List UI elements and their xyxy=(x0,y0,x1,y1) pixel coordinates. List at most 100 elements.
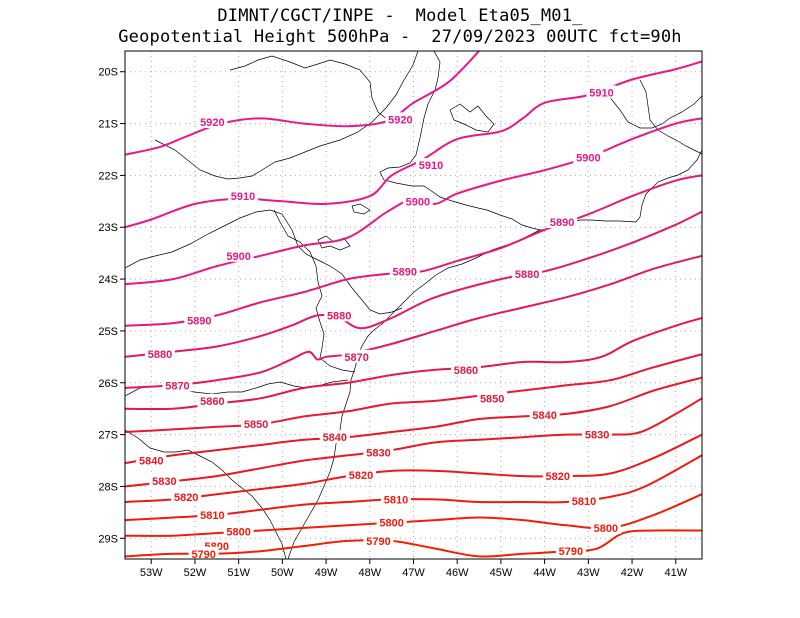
x-tick-label: 53W xyxy=(140,567,163,579)
contour-label-bg xyxy=(590,520,621,534)
x-tick-label: 47W xyxy=(402,567,425,579)
x-tick-label: 43W xyxy=(577,567,600,579)
contour-line-5880 xyxy=(125,210,702,358)
contour-label: 5820 xyxy=(349,470,373,482)
contour-line-5850 xyxy=(125,353,702,433)
reservoir-2 xyxy=(351,203,371,215)
contour-line-5890 xyxy=(125,174,702,327)
contour-label-bg xyxy=(162,378,193,392)
y-tick-label: 21S xyxy=(98,119,118,131)
contour-label-bg xyxy=(188,546,219,560)
contour-label-bg xyxy=(450,362,481,376)
map-title-line-2: Geopotential Height 500hPa - 27/09/2023 … xyxy=(118,27,682,47)
contour-label-bg xyxy=(477,391,508,405)
contour-label-bg xyxy=(241,417,272,431)
contour-label: 5840 xyxy=(139,456,163,468)
contour-label: 5790 xyxy=(191,549,215,561)
coastline-borders xyxy=(125,51,702,559)
contour-label: 5840 xyxy=(323,432,347,444)
contour-label-bg xyxy=(197,115,228,129)
y-tick-label: 20S xyxy=(98,67,118,79)
contour-label: 5920 xyxy=(388,114,412,126)
contour-label-bg xyxy=(547,215,578,229)
contour-label: 5900 xyxy=(226,251,250,263)
state-border-7 xyxy=(601,87,702,129)
contour-label-bg xyxy=(136,453,167,467)
x-tick-label: 42W xyxy=(621,567,644,579)
contour-label-bg xyxy=(149,474,180,488)
contour-label-bg xyxy=(573,150,604,164)
contour-label-bg xyxy=(415,158,446,172)
map-title-line-1: DIMNT/CGCT/INPE - Model Eta05_M01_ xyxy=(217,6,583,26)
y-tick-label: 24S xyxy=(98,274,118,286)
contour-label: 5840 xyxy=(532,410,556,422)
contour-label-bg xyxy=(385,112,416,126)
contour-line-5840 xyxy=(125,376,702,465)
contour-label: 5910 xyxy=(231,191,255,203)
contour-label: 5880 xyxy=(148,349,172,361)
y-tick-label: 26S xyxy=(98,378,118,390)
contour-label: 5810 xyxy=(384,494,408,506)
contour-label-bg xyxy=(171,489,202,503)
contour-label: 5880 xyxy=(327,310,351,322)
contour-label: 5790 xyxy=(366,536,390,548)
contour-label: 5900 xyxy=(576,152,600,164)
contour-label: 5850 xyxy=(480,393,504,405)
x-tick-label: 52W xyxy=(184,567,207,579)
contour-label: 5890 xyxy=(393,266,417,278)
contour-label: 5830 xyxy=(152,476,176,488)
x-tick-label: 51W xyxy=(227,567,250,579)
contour-label: 5910 xyxy=(589,87,613,99)
contour-label-bg xyxy=(223,524,254,538)
contour-label-bg xyxy=(346,468,377,482)
contour-label-bg xyxy=(389,264,420,278)
reservoir xyxy=(449,103,495,133)
contour-label: 5890 xyxy=(550,217,574,229)
contour-label: 5860 xyxy=(454,365,478,377)
x-tick-label: 48W xyxy=(358,567,381,579)
reservoir-3 xyxy=(317,235,351,251)
contour-label: 5920 xyxy=(200,117,224,129)
contour-label-bg xyxy=(197,393,228,407)
contour-label: 5810 xyxy=(572,496,596,508)
contour-label-bg xyxy=(376,515,407,529)
state-border-5 xyxy=(125,379,349,397)
contour-label: 5880 xyxy=(515,269,539,281)
contour-label: 5870 xyxy=(344,352,368,364)
contour-label: 5800 xyxy=(594,523,618,535)
contour-label-bg xyxy=(341,349,372,363)
x-axis: 53W 52W 51W 50W 49W 48W 47W 46W 45W 44W 43W 42W 41W xyxy=(140,559,688,579)
x-tick-label: 50W xyxy=(271,567,294,579)
contour-label-bg xyxy=(568,493,599,507)
contour-label: 5790 xyxy=(559,546,583,558)
contour-label-bg xyxy=(363,445,394,459)
contour-label-bg xyxy=(184,313,215,327)
contour-line-5820 xyxy=(125,433,702,503)
contour-label: 5890 xyxy=(187,316,211,328)
contour-label: 5820 xyxy=(174,492,198,504)
contour-label: 5850 xyxy=(244,419,268,431)
x-tick-label: 49W xyxy=(315,567,338,579)
y-tick-label: 23S xyxy=(98,222,118,234)
contour-label-bg xyxy=(228,189,259,203)
y-tick-label: 29S xyxy=(98,533,118,545)
contour-label-bg xyxy=(529,407,560,421)
contour-label-bg xyxy=(586,85,617,99)
contour-line-5830 xyxy=(125,397,702,488)
x-tick-label: 46W xyxy=(446,567,469,579)
y-tick-label: 22S xyxy=(98,170,118,182)
contour-label: 5820 xyxy=(546,471,570,483)
y-axis: 20S 21S 22S 23S 24S 25S 26S 27S 28S 29S xyxy=(98,67,125,545)
contour-label: 5860 xyxy=(200,396,224,408)
contour-label: 5800 xyxy=(379,518,403,530)
x-tick-label: 44W xyxy=(533,567,556,579)
state-border-2 xyxy=(229,55,401,125)
contour-line-5790 xyxy=(125,529,702,558)
contour-label-bg xyxy=(324,308,355,322)
state-border-6 xyxy=(125,429,287,559)
contour-label-bg xyxy=(555,544,586,558)
state-border-4 xyxy=(273,209,356,373)
x-tick-label: 45W xyxy=(490,567,513,579)
contour-label-bg xyxy=(381,492,412,506)
